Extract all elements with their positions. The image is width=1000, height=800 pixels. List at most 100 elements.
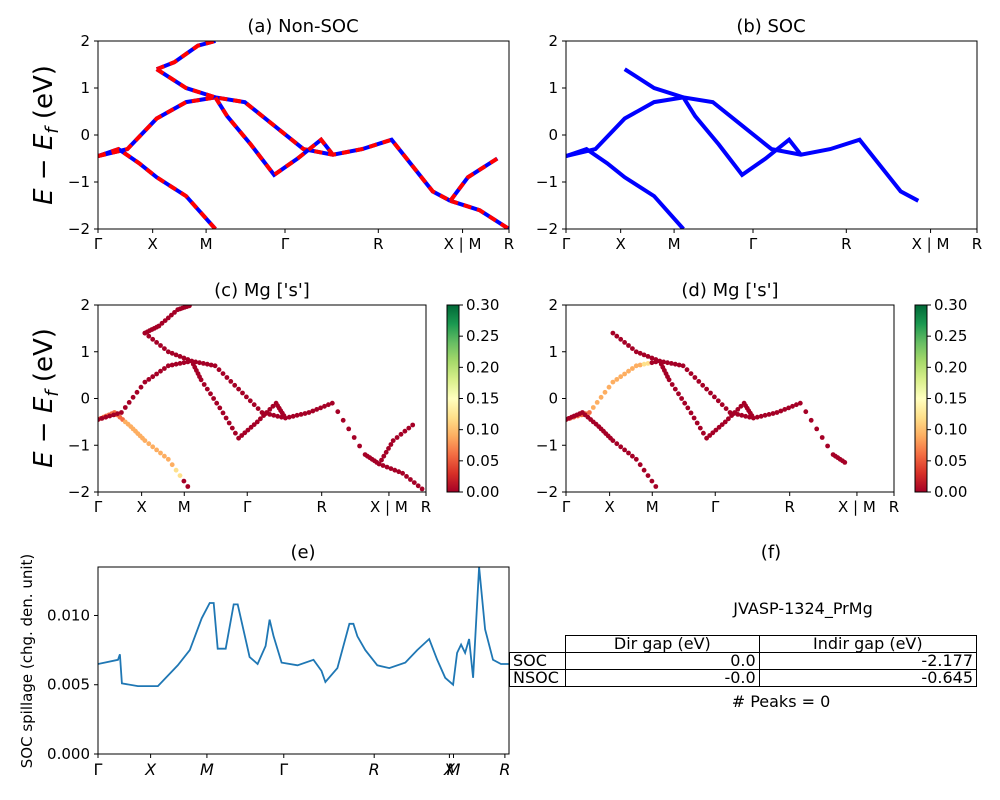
panel-c-dot: [173, 352, 179, 358]
panel-c-dot: [232, 382, 238, 388]
panel-c-xtick-label: Γ: [94, 498, 103, 516]
panel-d-dot: [653, 484, 659, 489]
panel-d-xtick-label: X: [604, 498, 614, 516]
panel-d-dot: [594, 400, 600, 405]
panel-e-ytick-label: 0.000: [47, 745, 90, 763]
panel-c-dot: [244, 394, 249, 400]
panel-b-xtick-label: X: [616, 235, 626, 253]
panel-d-dot: [691, 415, 697, 421]
panel-c-dot: [251, 422, 257, 427]
panel-d-dot: [614, 333, 620, 339]
panel-a-ytick-label: 2: [80, 32, 90, 50]
row-label-nsoc: NSOC: [509, 669, 566, 687]
panel-d-dot: [637, 350, 643, 356]
panel-d-dot: [708, 390, 713, 396]
panel-d-dot: [825, 443, 830, 449]
panel-d-dot: [694, 420, 700, 426]
nonsoc-band-red: [449, 198, 509, 229]
panel-c-dot: [415, 483, 421, 489]
colorbar-tick-label: 0.00: [466, 483, 499, 501]
panel-b-ytick-label: 2: [548, 32, 558, 50]
panel-c-dot: [162, 346, 167, 351]
panel-d-dot: [676, 391, 681, 397]
panel-c-dot: [208, 391, 213, 397]
panel-c-dot: [394, 435, 400, 440]
panel-c-xtick-label: R: [316, 498, 326, 516]
panel-d-dot: [633, 456, 639, 462]
panel-b-ytick-label: 0: [548, 126, 558, 144]
gap-table-container: Dir gap (eV) Indir gap (eV) SOC 0.0 -2.1…: [509, 635, 978, 687]
panel-c-dot: [107, 413, 113, 419]
panel-c-dot: [146, 377, 152, 382]
panel-c-dot: [236, 386, 242, 392]
panel-e-ytick-label: 0.005: [47, 676, 90, 694]
panel-c-dot: [177, 473, 183, 478]
panel-d-dot: [790, 403, 795, 409]
panel-c-dot: [388, 442, 394, 447]
panel-d-dot: [715, 398, 721, 404]
panel-d-dot: [758, 413, 764, 419]
panel-c-dot: [236, 435, 242, 441]
panel-b-xtick-label: Γ: [749, 235, 758, 253]
colorbar-tick-label: 0.05: [466, 452, 499, 470]
panel-c-dot: [402, 428, 408, 434]
panel-c-dot: [239, 433, 245, 438]
panel-c-dot: [400, 470, 405, 476]
panel-d-dot: [704, 435, 709, 441]
panel-a-ytick-label: −2: [68, 220, 90, 238]
panel-d-dot: [641, 361, 647, 367]
panel-c-dot: [99, 416, 105, 421]
panel-a-ytick-label: −1: [68, 173, 90, 191]
panel-d-dot: [626, 343, 631, 348]
panel-c-dot: [154, 371, 160, 377]
panel-c-dot: [411, 480, 417, 485]
panel-d-xtick-label: R: [784, 498, 794, 516]
panel-e-xtick-label: Γ: [279, 760, 288, 779]
nonsoc-band-red: [98, 95, 452, 203]
panel-c-dot: [181, 355, 187, 361]
panel-c-dot: [169, 462, 175, 468]
nonsoc-band-blue: [213, 96, 335, 178]
panel-c-dot: [261, 413, 266, 418]
panel-c-ytick-label: 1: [80, 343, 90, 361]
ylabel-spillage: SOC spillage (chg. den. unit): [18, 554, 36, 769]
panel-c-dot: [177, 361, 183, 366]
panel-d-dot: [618, 336, 624, 342]
panel-d-dot: [665, 360, 670, 366]
panel-c-dot: [290, 413, 296, 419]
panel-c-dot: [150, 336, 156, 342]
colorbar-tick-label: 0.15: [934, 390, 967, 408]
panel-c-dot: [419, 486, 425, 492]
panel-c-dot: [159, 320, 165, 326]
panel-d-dot: [679, 396, 684, 401]
panel-c-dot: [204, 386, 210, 392]
panel-d-dot: [719, 402, 725, 408]
panel-c-dot: [271, 412, 277, 418]
panel-c-dot: [379, 457, 384, 463]
panel-b-ytick-label: −1: [536, 173, 558, 191]
nonsoc-band-blue: [449, 198, 509, 229]
panel-d-dot: [688, 410, 694, 416]
panel-c-dot: [165, 456, 171, 462]
panel-d-dot: [762, 412, 768, 418]
panel-d-dot: [614, 377, 620, 382]
panel-d-dot: [743, 413, 748, 419]
panel-c-dot: [208, 362, 214, 368]
panel-d-dot: [630, 366, 635, 371]
panel-c-dot: [115, 411, 120, 417]
panel-d-dot: [649, 355, 655, 361]
panel-c-dot: [233, 430, 238, 436]
panel-c-dot: [142, 379, 148, 385]
panel-a-xtick-label: X: [148, 235, 158, 253]
panel-a-xtick-label: R: [373, 235, 383, 253]
panel-c-dot: [298, 412, 304, 417]
ylabel-middle: E − Ef (eV): [29, 328, 63, 468]
panel-a-xtick-label: M: [200, 235, 213, 253]
panel-d-dot: [610, 438, 616, 443]
panel-b-xtick-label: Γ: [562, 235, 571, 253]
soc-band: [566, 146, 685, 229]
panel-c-dot: [150, 444, 156, 450]
panel-d-dot: [723, 406, 729, 411]
panel-c-dot: [138, 384, 144, 390]
gap-table: Dir gap (eV) Indir gap (eV) SOC 0.0 -2.1…: [509, 635, 978, 687]
